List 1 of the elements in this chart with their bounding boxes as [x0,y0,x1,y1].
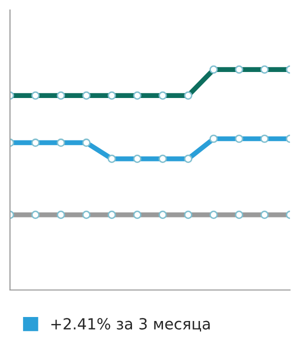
legend-label: +2.41% за 3 месяца [51,318,210,332]
